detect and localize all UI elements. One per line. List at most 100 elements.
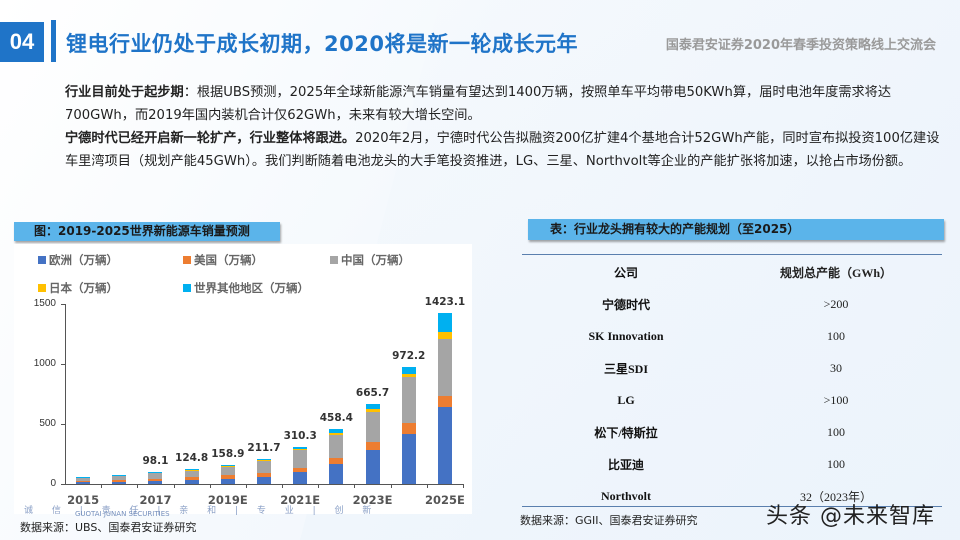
x-tick [282, 484, 284, 488]
bar-segment [293, 471, 308, 484]
watermark: 头条 @未来智库 [766, 504, 935, 529]
bar-segment [220, 478, 235, 484]
company-logo-text: GUOTAI JUNAN SECURITIES [75, 510, 170, 518]
bar-total-label: 665.7 [355, 387, 390, 400]
bar-segment [184, 469, 199, 471]
legend-item-europe: 欧洲（万辆） [38, 252, 118, 268]
stacked-bar-chart: 欧洲（万辆） 美国（万辆） 中国（万辆） 日本（万辆） 世界其他地区（万辆） 0… [14, 244, 472, 514]
bar-segment [401, 377, 416, 423]
bar-total-label: 458.4 [319, 411, 353, 424]
bar-segment [329, 463, 344, 484]
legend-label: 美国（万辆） [194, 253, 263, 267]
x-tick-label: 2023E [352, 493, 393, 507]
bar-2019E [220, 464, 235, 484]
bar-segment [329, 434, 344, 459]
bar-2025E [437, 313, 452, 484]
bar-segment [76, 478, 91, 481]
bar-total-label: 211.7 [247, 441, 281, 454]
y-tick-label: 0 [50, 478, 56, 489]
capacity-table: 公司 规划总产能（GWh） 宁德时代 >200 SK Innovation 100 … [522, 256, 942, 512]
table-top-rule [522, 254, 942, 255]
legend-swatch [38, 284, 46, 292]
bar-segment [112, 475, 127, 480]
bar-segment [329, 433, 344, 435]
bar-segment [184, 480, 199, 484]
bar-total-label: 310.3 [283, 429, 317, 442]
bar-2018 [184, 469, 199, 484]
bar-segment [293, 448, 308, 450]
bar-segment [76, 480, 91, 482]
bar-segment [148, 473, 163, 479]
table-row: Northvolt 32（2023年） [522, 480, 942, 512]
capacity-cell: >100 [823, 392, 849, 407]
table-row: SK Innovation 100 [522, 320, 942, 352]
bar-segment [76, 481, 91, 484]
legend-label: 世界其他地区（万辆） [194, 281, 309, 295]
chart-banner: 图：2019-2025世界新能源车销量预测 [14, 222, 280, 241]
legend-item-china: 中国（万辆） [330, 252, 410, 268]
bar-segment [329, 458, 344, 464]
table-row: 松下/特斯拉 100 [522, 416, 942, 448]
bar-segment [293, 446, 308, 449]
company-cell: 比亚迪 [607, 457, 644, 472]
table-row: LG >100 [522, 384, 942, 416]
legend-swatch [183, 284, 191, 292]
bar-2021E [293, 446, 308, 484]
bar-segment [437, 313, 452, 332]
legend-label: 中国（万辆） [341, 253, 410, 267]
table-row: 宁德时代 >200 [522, 288, 942, 320]
capacity-cell: >200 [823, 296, 849, 311]
company-cell: Northvolt [601, 488, 651, 503]
x-tick [101, 484, 103, 488]
x-tick [390, 484, 392, 488]
x-tick [426, 484, 428, 488]
slide-header: 04 锂电行业仍处于成长初期，2020将是新一轮成长元年 国泰君安证券2020年… [0, 18, 960, 62]
bar-segment [365, 412, 380, 442]
capacity-cell: 32（2023年） [799, 489, 872, 504]
bar-segment [401, 367, 416, 374]
bar-segment [184, 470, 199, 478]
table-row: 三星SDI 30 [522, 352, 942, 384]
table-bottom-rule [522, 506, 942, 507]
bar-segment [220, 464, 235, 467]
company-cell: 松下/特斯拉 [594, 425, 658, 440]
bar-total-label: 98.1 [142, 455, 169, 468]
x-tick [318, 484, 320, 488]
x-tick [173, 484, 175, 488]
bar-segment [365, 404, 380, 410]
bar-segment [401, 422, 416, 434]
header-capacity: 规划总产能（GWh） [779, 265, 892, 280]
bar-2017 [148, 472, 163, 484]
legend-swatch [330, 256, 338, 264]
bar-2016 [112, 475, 127, 484]
bar-2023E [365, 404, 380, 484]
capacity-cell: 100 [827, 456, 845, 471]
bar-total-label: 972.2 [392, 350, 426, 363]
bar-segment [401, 433, 416, 484]
bar-2024E [401, 367, 416, 484]
bar-segment [148, 480, 163, 484]
bar-segment [220, 466, 235, 475]
bar-segment [437, 395, 452, 408]
paragraph-2-text: 2020年2月，宁德时代公告拟融资200亿扩建4个基地合计52GWh产能，同时宣… [65, 131, 940, 169]
bar-segment [112, 481, 127, 484]
table-banner: 表：行业龙头拥有较大的产能规划（至2025） [528, 219, 944, 240]
x-axis [65, 484, 463, 485]
company-cell: LG [617, 392, 635, 407]
company-cell: 三星SDI [603, 361, 648, 376]
x-tick [354, 484, 356, 488]
legend-label: 欧洲（万辆） [49, 253, 118, 267]
capacity-cell: 30 [830, 360, 842, 375]
bar-2015 [76, 477, 91, 484]
y-tick [61, 364, 65, 365]
company-logo-slogan: 诚 信 | 责 任 | 亲 和 | 专 业 | 创 新 [24, 506, 380, 516]
bar-segment [437, 331, 452, 339]
bar-segment [257, 461, 271, 474]
bar-segment [148, 478, 163, 481]
bar-segment [112, 475, 127, 476]
y-tick [61, 424, 65, 425]
bar-segment [112, 479, 127, 482]
y-axis [65, 304, 66, 485]
y-tick [61, 484, 65, 485]
legend-item-japan: 日本（万辆） [38, 280, 118, 296]
